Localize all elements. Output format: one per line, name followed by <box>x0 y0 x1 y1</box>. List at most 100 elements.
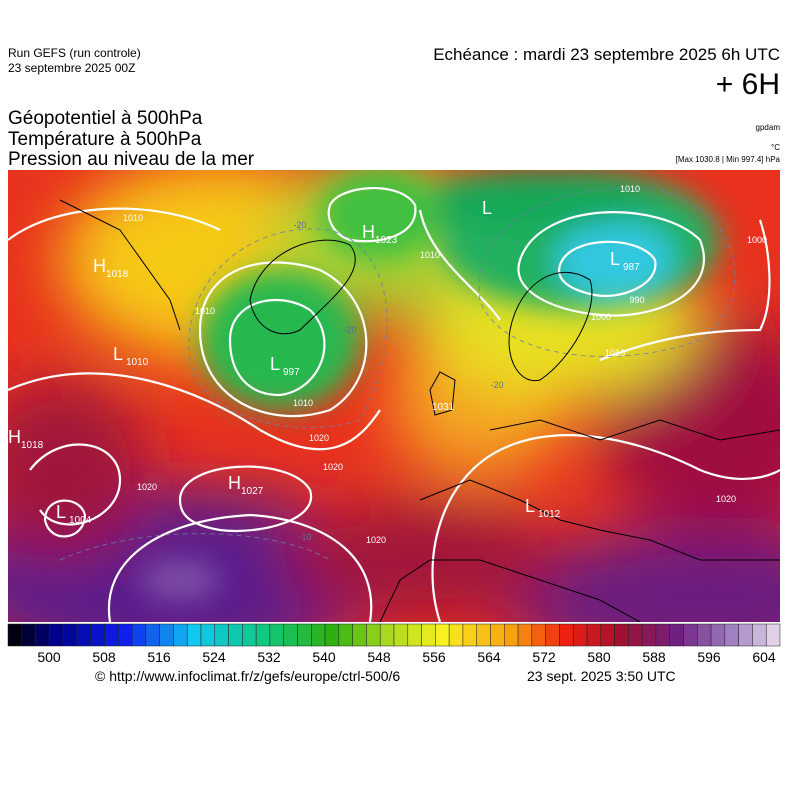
colorbar-swatch <box>7 623 23 647</box>
colorbar-swatch <box>159 623 174 647</box>
colorbar-swatch <box>104 623 119 647</box>
colorbar-swatch <box>311 623 326 647</box>
colorbar-label: 572 <box>532 649 556 665</box>
source: © http://www.infoclimat.fr/z/gefs/europe… <box>95 668 401 684</box>
center-letter: L <box>525 496 535 516</box>
center-letter: H <box>8 427 21 447</box>
center-letter: L <box>270 354 280 374</box>
colorbar-swatch <box>366 623 381 647</box>
colorbar-swatch <box>269 623 284 647</box>
echeance: Echéance : mardi 23 septembre 2025 6h UT… <box>433 45 780 64</box>
isobar-label: 1010 <box>620 184 640 194</box>
colorbar-label: 532 <box>257 649 281 665</box>
isobar-label: 990 <box>629 295 644 305</box>
colorbar-label: 516 <box>147 649 171 665</box>
pressure-center: L 1010 <box>113 344 149 368</box>
pressure-center: H 1027 <box>228 473 264 497</box>
isobar-label: 1010 <box>605 348 625 358</box>
colorbar-swatch <box>76 623 91 647</box>
colorbar-swatch <box>724 623 739 647</box>
center-letter: H <box>228 473 241 493</box>
colorbar-swatch <box>462 623 477 647</box>
colorbar-label: 596 <box>697 649 721 665</box>
center-value: 1027 <box>241 486 264 497</box>
colorbar-label: 580 <box>587 649 611 665</box>
colorbar-swatch <box>352 623 367 647</box>
pressure-center: L 987 <box>610 249 640 273</box>
unit-temp: °C <box>771 143 780 152</box>
colorbar-swatch <box>683 623 698 647</box>
colorbar-label: 564 <box>477 649 501 665</box>
colorbar-swatch <box>752 623 767 647</box>
colorbar-swatch <box>600 623 615 647</box>
center-value: 1012 <box>538 509 561 520</box>
colorbar-swatch <box>62 623 78 647</box>
pressure-center: H 1018 <box>8 427 44 451</box>
colorbar-swatch <box>200 623 216 647</box>
pressure-range: [Max 1030.8 | Min 997.4] hPa <box>675 155 780 164</box>
colorbar-label: 556 <box>422 649 446 665</box>
colorbar-swatch <box>338 623 353 647</box>
colorbar-label: 540 <box>312 649 336 665</box>
colorbar-swatch <box>255 623 271 647</box>
isobar-label: 1010 <box>123 213 143 223</box>
colorbar-swatch <box>628 623 643 647</box>
colorbar-swatch <box>118 623 133 647</box>
colorbar-swatch <box>242 623 257 647</box>
colorbar-swatch <box>393 623 409 647</box>
layer: Température à 500hPa <box>8 129 202 150</box>
isobar-label: 1020 <box>716 494 736 504</box>
colorbar-swatch <box>476 623 491 647</box>
offset: + 6H <box>715 68 780 101</box>
center-letter: H <box>362 222 375 242</box>
colorbar-swatch <box>214 623 229 647</box>
colorbar-swatch <box>421 623 436 647</box>
center-value: 987 <box>623 262 640 273</box>
pressure-center: L 1004 <box>56 502 92 526</box>
center-letter: H <box>93 256 106 276</box>
colorbar-swatch <box>765 623 781 647</box>
colorbar-swatch <box>697 623 712 647</box>
colorbar-label: 508 <box>92 649 116 665</box>
center-value: 1018 <box>21 440 44 451</box>
isobar-label: 1010 <box>293 398 313 408</box>
isobar-label: 1020 <box>137 482 157 492</box>
colorbar-swatch <box>738 623 753 647</box>
colorbar-swatch <box>324 623 340 647</box>
isobar-label: 1010 <box>195 306 215 316</box>
center-letter: L <box>610 249 620 269</box>
colorbar-label: 524 <box>202 649 226 665</box>
colorbar-swatch <box>21 623 36 647</box>
colorbar-swatch <box>448 623 464 647</box>
center-value: 1004 <box>69 515 92 526</box>
colorbar-swatch <box>669 623 684 647</box>
center-value: 1031 <box>432 402 455 413</box>
center-letter: L <box>482 198 492 218</box>
colorbar-swatch <box>435 623 450 647</box>
colorbar-swatch <box>283 623 298 647</box>
isobar-label: 1000 <box>591 312 611 322</box>
pressure-center: H 1018 <box>93 256 129 280</box>
generated: 23 sept. 2025 3:50 UTC <box>527 668 676 684</box>
colorbar-swatch <box>90 623 105 647</box>
colorbar-swatch <box>145 623 160 647</box>
colorbar-swatch <box>545 623 560 647</box>
colorbar-swatch <box>186 623 202 647</box>
run-date: 23 septembre 2025 00Z <box>8 61 136 75</box>
run-label: Run GEFS (run controle) <box>8 46 141 60</box>
field <box>8 170 780 622</box>
pressure-center: L <box>482 198 492 218</box>
unit-geo: gpdam <box>755 123 780 132</box>
colorbar-swatch <box>572 623 588 647</box>
colorbar-swatch <box>504 623 519 647</box>
center-value: 1023 <box>375 235 398 246</box>
colorbar-swatch <box>710 623 726 647</box>
colorbar-swatch <box>228 623 243 647</box>
colorbar-swatch <box>517 623 533 647</box>
center-value: 997 <box>283 367 300 378</box>
pressure-center: L 1012 <box>525 496 561 520</box>
colorbar-label: 500 <box>37 649 61 665</box>
center-letter: L <box>113 344 123 364</box>
